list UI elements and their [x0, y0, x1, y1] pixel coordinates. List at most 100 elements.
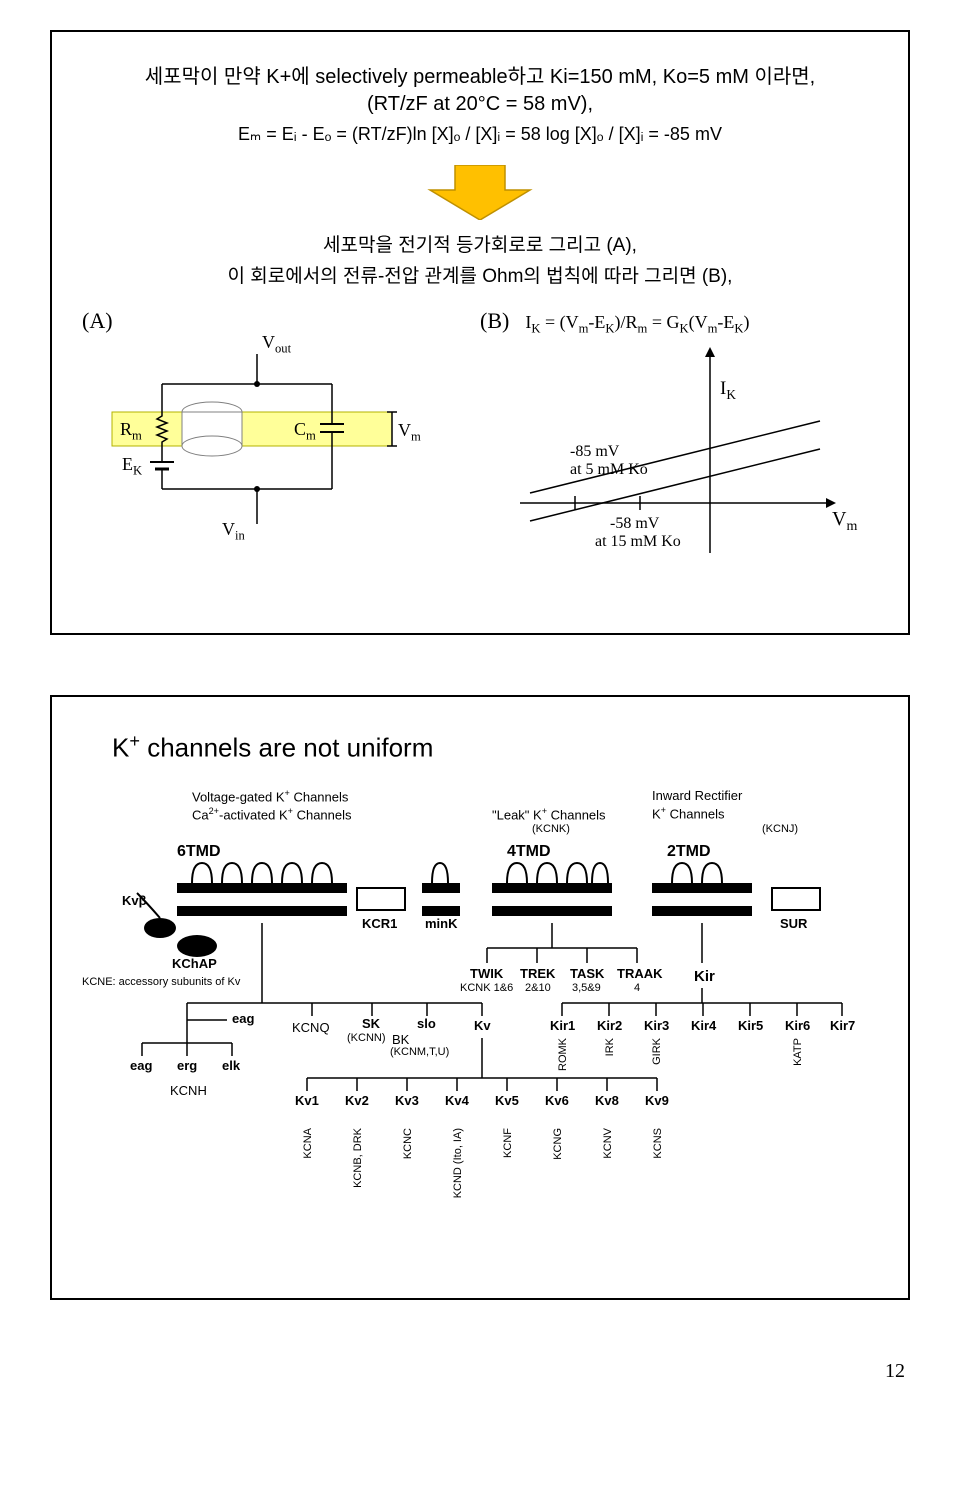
iv-equation: IK = (Vm-EK)/Rm = GK(Vm-EK): [525, 312, 749, 337]
kcnh: KCNH: [170, 1083, 207, 1098]
kv9: Kv9: [645, 1093, 669, 1108]
kir2: Kir2: [597, 1018, 622, 1033]
traak: TRAAK: [617, 966, 663, 981]
y-arrow: [705, 347, 715, 357]
bk: BK: [392, 1032, 409, 1047]
kcnk16: KCNK 1&6: [460, 982, 513, 994]
ek-label: EK: [122, 454, 142, 479]
kcnd: KCND (Ito, IA): [452, 1128, 464, 1198]
kir7: Kir7: [830, 1018, 855, 1033]
membrane-4tmd: [492, 863, 612, 916]
line1-label2: at 5 mM Ko: [570, 461, 648, 479]
label-a: (A): [82, 308, 113, 333]
elk: elk: [222, 1058, 240, 1073]
kv: Kv: [474, 1018, 491, 1033]
kir4: Kir4: [691, 1018, 716, 1033]
romk: ROMK: [557, 1038, 569, 1071]
sk: SK: [362, 1016, 380, 1031]
header-leak: "Leak" K+ Channels: [492, 806, 606, 822]
eag2: eag: [232, 1011, 254, 1026]
tmd6: 6TMD: [177, 843, 221, 861]
vm-label: Vm: [398, 420, 421, 445]
membrane-6tmd: [177, 863, 460, 916]
membrane-2tmd: [652, 863, 820, 916]
leak-gene: (KCNK): [532, 823, 570, 835]
panel-a: (A): [82, 308, 480, 603]
kcne-note: KCNE: accessory subunits of Kv: [82, 976, 240, 988]
arrow-shape: [430, 165, 530, 220]
kcnn: (KCNN): [347, 1032, 386, 1044]
kcnb: KCNB, DRK: [352, 1128, 364, 1188]
slide1-equation: Eₘ = Eᵢ - Eₒ = (RT/zF)ln [X]ₒ / [X]ᵢ = 5…: [82, 124, 878, 145]
line1-label1: -85 mV: [570, 443, 619, 461]
kcnc: KCNC: [402, 1128, 414, 1159]
kir3: Kir3: [644, 1018, 669, 1033]
irk: IRK: [604, 1038, 616, 1056]
slide1-title-line2: (RT/zF at 20°C = 58 mV),: [82, 93, 878, 116]
iv-plot: IK Vm -85 mV at 5 mM Ko -58 mV at 15 mM …: [480, 343, 878, 603]
girk: GIRK: [651, 1038, 663, 1065]
x-arrow: [826, 498, 836, 508]
r4: 4: [634, 982, 640, 994]
kcna: KCNA: [302, 1128, 314, 1159]
kv5: Kv5: [495, 1093, 519, 1108]
tmd4: 4TMD: [507, 843, 551, 861]
kir6: Kir6: [785, 1018, 810, 1033]
sur: SUR: [780, 916, 807, 931]
kv1: Kv1: [295, 1093, 319, 1108]
slide1-mid-line2: 이 회로에서의 전류-전압 관계를 Ohm의 법칙에 따라 그리면 (B),: [82, 261, 878, 288]
slo: slo: [417, 1016, 436, 1031]
kcns: KCNS: [652, 1128, 664, 1159]
kv2: Kv2: [345, 1093, 369, 1108]
line2-label2: at 15 mM Ko: [595, 533, 681, 551]
kcnf: KCNF: [502, 1128, 514, 1158]
twik: TWIK: [470, 966, 503, 981]
ab-row: (A): [82, 308, 878, 603]
slide1-title-line1: 세포막이 만약 K+에 selectively permeable하고 Ki=1…: [82, 60, 878, 89]
kcng: KCNG: [552, 1128, 564, 1160]
kcnq: KCNQ: [292, 1020, 330, 1035]
kir5: Kir5: [738, 1018, 763, 1033]
kv4: Kv4: [445, 1093, 469, 1108]
vin-label: Vin: [222, 519, 245, 544]
eag: eag: [130, 1058, 152, 1073]
line2-label1: -58 mV: [610, 515, 659, 533]
kchap-blob: [177, 935, 217, 957]
mink: minK: [425, 916, 458, 931]
kir: Kir: [694, 968, 715, 985]
katp: KATP: [792, 1038, 804, 1066]
ir-gene: (KCNJ): [762, 823, 798, 835]
cm-label: Cm: [294, 419, 316, 444]
slide2-title: K+ channels are not uniform: [112, 731, 878, 764]
kir1: Kir1: [550, 1018, 575, 1033]
membrane-rect: [112, 412, 392, 446]
header-vg: Voltage-gated K+ ChannelsCa2+-activated …: [192, 788, 352, 824]
slide-2-frame: K+ channels are not uniform: [50, 695, 910, 1301]
kv6: Kv6: [545, 1093, 569, 1108]
label-b: (B): [480, 308, 509, 334]
ik-axis-label: IK: [720, 378, 736, 403]
channel-bottom: [182, 436, 242, 456]
page-number: 12: [0, 1360, 905, 1383]
rm-label: Rm: [120, 419, 142, 444]
vm-axis-label: Vm: [832, 508, 857, 535]
circuit-diagram: Vout Rm Cm EK Vm Vin: [102, 334, 480, 554]
r359: 3,5&9: [572, 982, 601, 994]
panel-b: (B) IK = (Vm-EK)/Rm = GK(Vm-EK): [480, 308, 878, 603]
slide1-mid-line1: 세포막을 전기적 등가회로로 그리고 (A),: [82, 230, 878, 257]
kvb: Kvβ: [122, 893, 147, 908]
channel-tree-diagram: Voltage-gated K+ ChannelsCa2+-activated …: [82, 788, 878, 1248]
r210: 2&10: [525, 982, 551, 994]
erg: erg: [177, 1058, 197, 1073]
down-arrow-icon: [420, 165, 540, 220]
header-ir: Inward RectifierK+ Channels: [652, 788, 742, 823]
task: TASK: [570, 966, 604, 981]
kcnmtu: (KCNM,T,U): [390, 1046, 449, 1058]
kv3: Kv3: [395, 1093, 419, 1108]
kchap: KChAP: [172, 956, 217, 971]
kcr1: KCR1: [362, 916, 397, 931]
kv8: Kv8: [595, 1093, 619, 1108]
kcnv: KCNV: [602, 1128, 614, 1159]
kvb-blob: [144, 918, 176, 938]
tmd2: 2TMD: [667, 843, 711, 861]
